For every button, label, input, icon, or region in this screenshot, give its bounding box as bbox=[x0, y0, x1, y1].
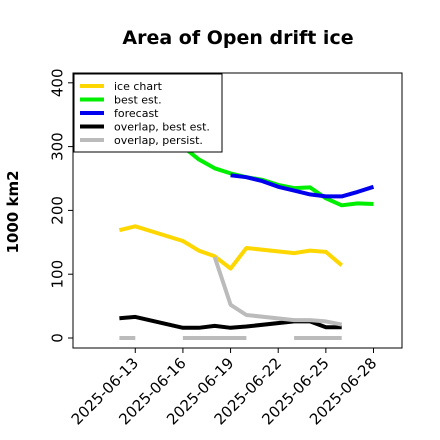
series-line-forecast-seg0 bbox=[230, 173, 375, 199]
series-line-overlap-best-est--seg0 bbox=[119, 314, 342, 330]
chart-title: Area of Open drift ice bbox=[122, 27, 353, 49]
y-tick-label-100: 100 bbox=[48, 260, 66, 289]
y-tick-label-300: 300 bbox=[48, 132, 66, 161]
series-lines bbox=[118, 145, 375, 340]
y-tick-label-200: 200 bbox=[48, 196, 66, 225]
legend-label-3: overlap, best est. bbox=[114, 121, 210, 134]
series-line-overlap-persist--seg3 bbox=[212, 256, 343, 327]
series-line-ice-chart-seg0 bbox=[118, 224, 343, 271]
legend-label-0: ice chart bbox=[114, 80, 163, 93]
y-tick-label-400: 400 bbox=[48, 68, 66, 97]
y-tick-label-0: 0 bbox=[48, 333, 66, 343]
plot-area bbox=[118, 145, 375, 340]
y-axis-label: 1000 km2 bbox=[4, 170, 22, 253]
legend-label-2: forecast bbox=[114, 107, 159, 120]
legend-label-4: overlap, persist. bbox=[114, 134, 203, 147]
legend-label-1: best est. bbox=[114, 94, 162, 107]
